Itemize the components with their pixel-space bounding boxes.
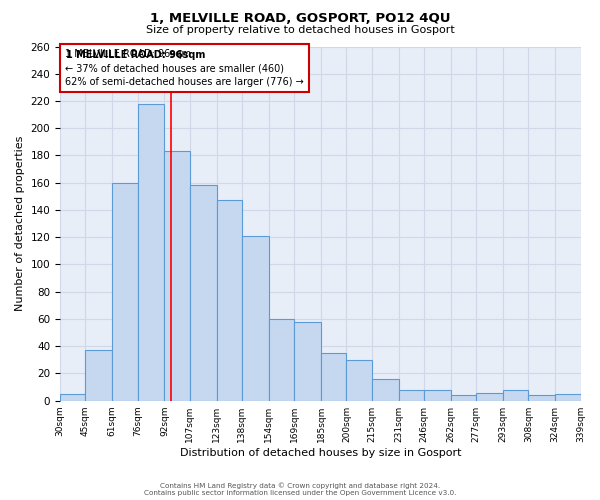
Text: 1 MELVILLE ROAD: 96sqm
← 37% of detached houses are smaller (460)
62% of semi-de: 1 MELVILLE ROAD: 96sqm ← 37% of detached… (65, 49, 304, 87)
Bar (242, 236, 269, 400)
Bar (217, 200, 242, 400)
Y-axis label: Number of detached properties: Number of detached properties (15, 136, 25, 312)
Text: Contains HM Land Registry data © Crown copyright and database right 2024.: Contains HM Land Registry data © Crown c… (160, 482, 440, 489)
Bar (451, 396, 476, 400)
Bar (398, 390, 424, 400)
Bar (476, 392, 503, 400)
Bar (60, 394, 85, 400)
Bar (190, 186, 217, 400)
Bar (112, 182, 137, 400)
Text: 1 MELVILLE ROAD: 96sqm: 1 MELVILLE ROAD: 96sqm (67, 50, 206, 60)
Text: 1, MELVILLE ROAD, GOSPORT, PO12 4QU: 1, MELVILLE ROAD, GOSPORT, PO12 4QU (150, 12, 450, 26)
Bar (137, 104, 164, 401)
Text: Contains public sector information licensed under the Open Government Licence v3: Contains public sector information licen… (144, 490, 456, 496)
X-axis label: Distribution of detached houses by size in Gosport: Distribution of detached houses by size … (179, 448, 461, 458)
Bar (85, 350, 112, 401)
Bar (424, 390, 451, 400)
Bar (269, 319, 294, 400)
Bar (346, 360, 371, 401)
Bar (555, 394, 581, 400)
Text: Size of property relative to detached houses in Gosport: Size of property relative to detached ho… (146, 25, 454, 35)
Bar (164, 152, 190, 400)
Bar (321, 353, 346, 401)
Bar (503, 390, 528, 400)
Bar (528, 396, 555, 400)
Bar (371, 379, 398, 400)
Bar (294, 322, 321, 400)
